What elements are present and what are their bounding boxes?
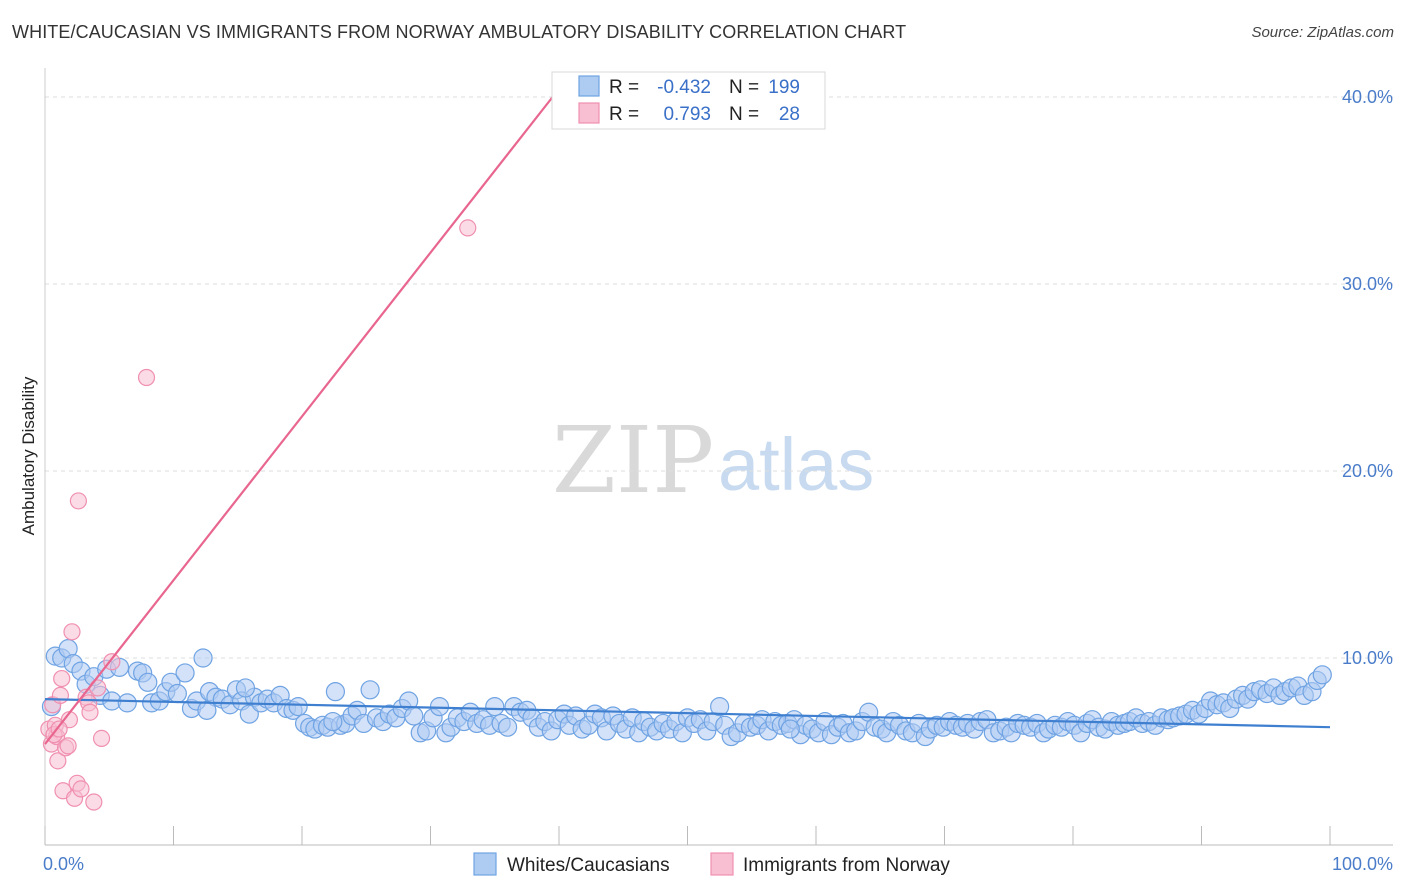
norway-trend-line [44, 96, 554, 745]
x-tick-label-min: 0.0% [43, 854, 84, 874]
norway-point-20 [85, 793, 103, 811]
whites-point-51 [360, 680, 380, 700]
whites-point-208 [780, 719, 800, 739]
norway-point-5 [49, 752, 67, 770]
norway-point-15 [69, 492, 88, 510]
legend-r-value-1: 0.793 [663, 104, 711, 125]
y-tick-labels: 10.0% 20.0% 30.0% 40.0% [1342, 87, 1393, 668]
norway-point-22 [92, 729, 111, 748]
legend-swatch-0 [578, 75, 600, 97]
whites-point-45 [325, 682, 346, 702]
bottom-legend-swatch-0 [473, 852, 497, 876]
legend-n-value-1: 28 [779, 104, 800, 125]
norway-point-12 [63, 623, 81, 641]
whites-point-205 [197, 700, 217, 720]
whites-point-20 [167, 683, 187, 704]
whites-point-15 [138, 672, 158, 692]
whites-point-24 [193, 648, 213, 668]
legend-r-label-0: R = [609, 77, 639, 98]
whites-point-73 [498, 717, 518, 737]
whites-point-12 [117, 693, 137, 713]
bottom-legend: Whites/Caucasians Immigrants from Norway [473, 852, 950, 876]
whites-point-207 [323, 711, 343, 732]
source-label: Source: ZipAtlas.com [1251, 24, 1394, 41]
y-tick-label-2: 30.0% [1342, 274, 1393, 294]
norway-point-27 [50, 720, 68, 738]
norway-point-6 [51, 686, 70, 705]
y-tick-label-3: 40.0% [1342, 87, 1393, 107]
y-tick-label-0: 10.0% [1342, 648, 1393, 668]
y-axis-label: Ambulatory Disability [19, 376, 38, 535]
norway-point-19 [81, 703, 99, 721]
whites-point-204 [1312, 665, 1332, 685]
norway-point-23 [103, 653, 121, 671]
x-tick-labels: 0.0% 100.0% [43, 854, 1393, 874]
legend: R = -0.432 N = 199 R = 0.793 N = 28 [551, 71, 826, 130]
bottom-legend-label-0: Whites/Caucasians [507, 855, 670, 876]
legend-n-label-0: N = [729, 77, 759, 98]
norway-point-7 [53, 669, 71, 688]
x-tick-label-max: 100.0% [1332, 854, 1393, 874]
whites-point-107 [710, 697, 730, 717]
whites-point-39 [288, 697, 308, 717]
chart-title: WHITE/CAUCASIAN VS IMMIGRANTS FROM NORWA… [12, 22, 907, 42]
watermark-zip: ZIP [552, 407, 714, 514]
norway-point-16 [72, 780, 90, 798]
norway-point-24 [137, 368, 156, 387]
whites-trend-line [44, 698, 1331, 729]
norway-point-25 [459, 219, 477, 237]
watermark: ZIP atlas [552, 407, 874, 514]
grid [45, 96, 1393, 659]
whites-point-71 [485, 697, 505, 717]
whites-point-58 [404, 706, 424, 726]
trend-lines [44, 96, 1331, 745]
norway-point-10 [59, 737, 77, 755]
legend-swatch-1 [578, 102, 600, 124]
bottom-legend-label-1: Immigrants from Norway [743, 855, 950, 876]
whites-point-21 [175, 663, 195, 683]
legend-r-value-0: -0.432 [657, 77, 711, 98]
y-tick-label-1: 20.0% [1342, 461, 1393, 481]
whites-point-206 [235, 678, 256, 698]
series-whites-points [41, 639, 1332, 747]
axes [44, 68, 1393, 846]
bottom-legend-swatch-1 [710, 852, 734, 876]
legend-r-label-1: R = [609, 104, 639, 125]
legend-n-value-0: 199 [768, 77, 800, 98]
legend-n-label-1: N = [729, 104, 759, 125]
watermark-atlas: atlas [718, 423, 874, 506]
series-norway-points [40, 219, 477, 811]
